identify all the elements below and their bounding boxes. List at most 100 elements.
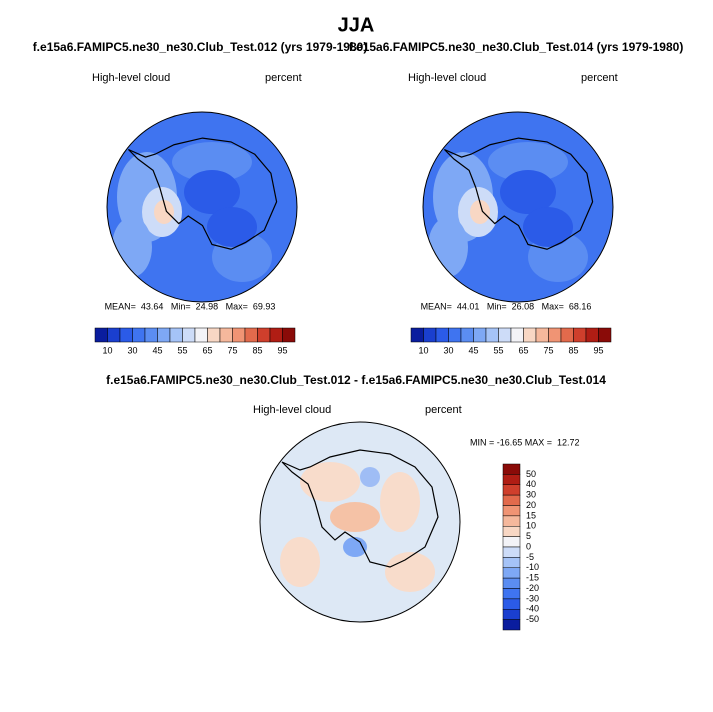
colorbar-box [502,546,521,558]
colorbar-box [502,474,521,485]
colorbar-box [207,327,221,343]
colorbar-label: 75 [543,345,553,355]
colorbar-box [144,327,158,343]
colorbar-box [502,588,521,600]
contour-area [343,537,367,557]
coastline [443,137,594,250]
colorbar-box [502,598,521,610]
colorbar-label: 10 [418,345,428,355]
contour-area [112,217,152,277]
contour-area [488,142,568,182]
unit-label: percent [581,72,618,84]
colorbar-box [502,609,521,620]
colorbar-box [257,327,271,343]
colorbar-label: -20 [526,583,539,593]
colorbar-box [269,327,283,343]
colorbar-box [502,526,521,537]
colorbar-box [502,619,521,631]
statistics: MIN = -16.65 MAX = 12.72 [470,437,580,447]
contour-area [330,502,380,532]
colorbar-box [502,515,521,527]
colorbar-label: 20 [526,500,536,510]
colorbar-label: 30 [127,345,137,355]
map-border [259,421,461,623]
field-label: High-level cloud [408,72,486,84]
colorbar-box [498,327,512,343]
unit-label: percent [265,72,302,84]
colorbar-label: 45 [468,345,478,355]
colorbar-box [535,327,549,343]
colorbar-box [573,327,587,343]
colorbar-box [523,327,537,343]
colorbar-box [157,327,171,343]
colorbar-label: 40 [526,479,536,489]
colorbar-box [132,327,146,343]
contour-area [172,142,252,182]
colorbar-box [502,494,521,506]
colorbar-label: 15 [526,510,536,520]
coastline [127,137,278,250]
colorbar-label: 5 [526,531,531,541]
colorbar-label: 85 [568,345,578,355]
colorbar-box [502,484,521,496]
contour-area [500,170,556,214]
colorbar-box [410,327,424,343]
colorbar-label: 55 [177,345,187,355]
colorbar-box [585,327,599,343]
colorbar-box [194,327,208,343]
panel-subtitle: f.e15a6.FAMIPC5.ne30_ne30.Club_Test.012 … [33,40,368,54]
colorbar-label: -15 [526,573,539,583]
field-label: High-level cloud [92,72,170,84]
colorbar-label: 30 [443,345,453,355]
colorbar-box [598,327,612,343]
colorbar-box [502,577,521,589]
colorbar-box [502,463,521,475]
contour-area [207,207,257,247]
contour-area [300,462,360,502]
statistics: MEAN= 43.64 Min= 24.98 Max= 69.93 [105,301,276,311]
colorbar-box [435,327,449,343]
map-field [280,462,435,592]
contour-area [385,552,435,592]
colorbar-box [423,327,437,343]
colorbar-box [119,327,133,343]
panel-subtitle: f.e15a6.FAMIPC5.ne30_ne30.Club_Test.014 … [349,40,684,54]
colorbar-label: -5 [526,552,534,562]
map-border [422,111,614,303]
colorbar-box [232,327,246,343]
colorbar-label: -30 [526,593,539,603]
colorbar-box [107,327,121,343]
colorbar-box [510,327,524,343]
colorbar-label: 45 [152,345,162,355]
colorbar-label: 55 [493,345,503,355]
title: JJA [338,14,375,36]
colorbar-label: 95 [593,345,603,355]
colorbar-box [560,327,574,343]
colorbar-box [502,557,521,568]
contour-area [280,537,320,587]
field-label: High-level cloud [253,404,331,416]
colorbar-box [182,327,196,343]
statistics: MEAN= 44.01 Min= 26.08 Max= 68.16 [421,301,592,311]
colorbar-box [282,327,296,343]
colorbar-box [548,327,562,343]
colorbar-label: 75 [227,345,237,355]
colorbar-box [219,327,233,343]
coastline [281,449,439,568]
colorbar-label: -50 [526,614,539,624]
contour-area [360,467,380,487]
colorbar-label: -10 [526,562,539,572]
colorbar-label: 10 [526,521,536,531]
contour-area [154,200,174,224]
map-field [428,142,588,282]
unit-label: percent [425,404,462,416]
colorbar-box [460,327,474,343]
colorbar-label: 65 [202,345,212,355]
colorbar-box [448,327,462,343]
map-field [112,142,272,282]
colorbar-label: 95 [277,345,287,355]
colorbar-label: 10 [102,345,112,355]
contour-area [470,200,490,224]
colorbar-label: 0 [526,541,531,551]
